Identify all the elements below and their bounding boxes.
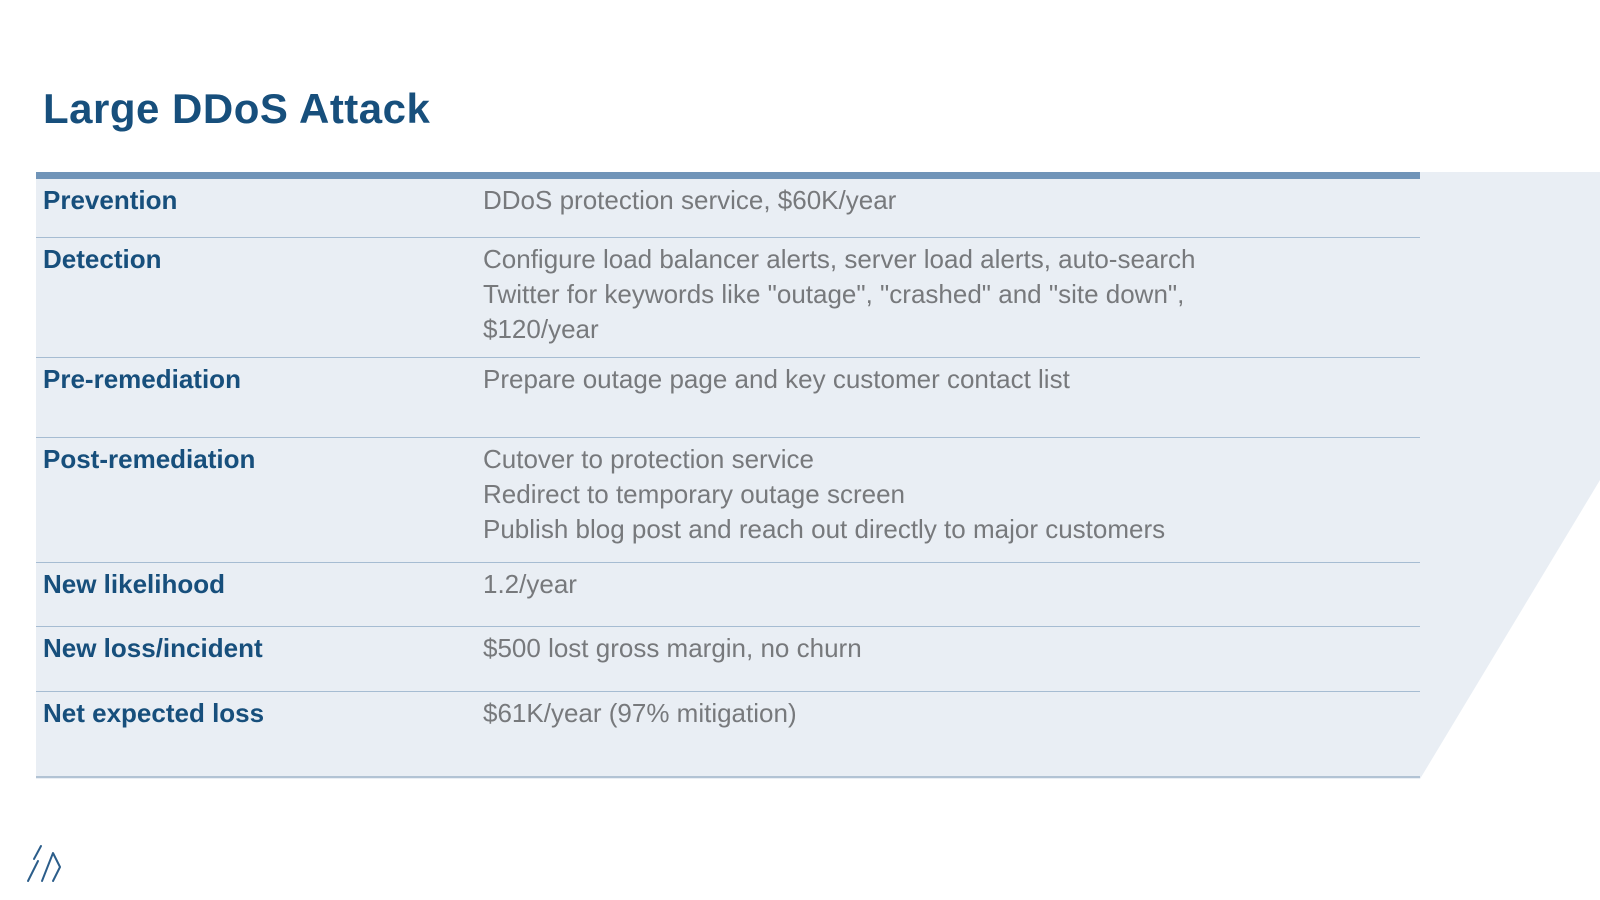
table-row: Pre-remediation Prepare outage page and k… (36, 358, 1420, 438)
row-value-line: Prepare outage page and key customer con… (483, 364, 1070, 394)
row-value: Cutover to protection service Redirect to… (483, 442, 1420, 547)
page-title: Large DDoS Attack (43, 85, 431, 132)
row-value: Prepare outage page and key customer con… (483, 362, 1420, 397)
row-value: $500 lost gross margin, no churn (483, 631, 1420, 666)
row-value: 1.2/year (483, 567, 1420, 602)
risk-table: Prevention DDoS protection service, $60K/… (36, 172, 1420, 778)
row-label: New likelihood (43, 569, 226, 599)
row-value-line: DDoS protection service, $60K/year (483, 185, 897, 215)
table-row: Post-remediation Cutover to protection se… (36, 438, 1420, 563)
table-row: Net expected loss $61K/year (97% mitigati… (36, 692, 1420, 776)
row-value: DDoS protection service, $60K/year (483, 183, 1420, 218)
row-label: Pre-remediation (43, 364, 241, 394)
row-value-line: Cutover to protection service (483, 444, 814, 474)
row-value-line: Publish blog post and reach out directly… (483, 514, 1166, 544)
row-label: Prevention (43, 185, 178, 215)
table-row: New likelihood 1.2/year (36, 563, 1420, 627)
row-value-line: Twitter for keywords like "outage", "cra… (483, 279, 1185, 309)
row-value-line: $61K/year (97% mitigation) (483, 698, 797, 728)
row-value: $61K/year (97% mitigation) (483, 696, 1420, 731)
row-label: Detection (43, 244, 162, 274)
row-value-line: $500 lost gross margin, no churn (483, 633, 862, 663)
row-value-line: Configure load balancer alerts, server l… (483, 244, 1196, 274)
row-label: Net expected loss (43, 698, 265, 728)
row-value-line: Redirect to temporary outage screen (483, 479, 905, 509)
table-row: Prevention DDoS protection service, $60K/… (36, 179, 1420, 238)
row-label: Post-remediation (43, 444, 256, 474)
row-value-line: 1.2/year (483, 569, 577, 599)
row-label: New loss/incident (43, 633, 263, 663)
table-row: New loss/incident $500 lost gross margin,… (36, 627, 1420, 692)
row-value: Configure load balancer alerts, server l… (483, 242, 1420, 347)
diagonal-slashes-logo-icon (25, 840, 65, 888)
content-panel: Prevention DDoS protection service, $60K/… (36, 172, 1600, 779)
row-value-line: $120/year (483, 314, 599, 344)
table-row: Detection Configure load balancer alerts,… (36, 238, 1420, 358)
